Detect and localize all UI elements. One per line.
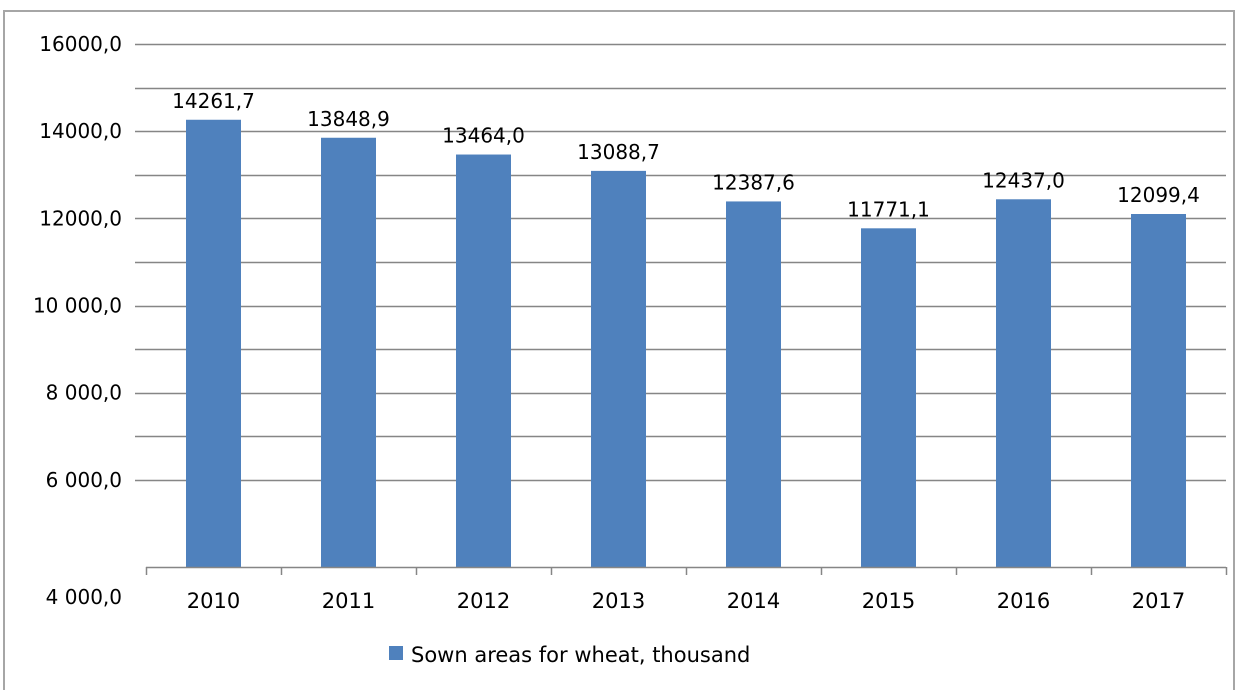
data-labels: 14261,7 13848,9 13464,0 13088,7 12387,6 11771… [172,89,1200,222]
bar-2014 [726,201,781,567]
x-tick-label: 2013 [592,589,645,613]
data-label: 11771,1 [847,197,930,221]
x-tick-label: 2011 [322,589,375,613]
legend-swatch [389,646,403,660]
data-label: 13088,7 [577,140,660,164]
bar-2011 [321,137,376,567]
gridlines [135,43,1226,482]
y-tick-label: 12000,0 [39,206,122,230]
x-axis-tick-labels: 2010 2011 2012 2013 2014 2015 2016 2017 [187,589,1185,613]
x-tick-label: 2017 [1132,589,1185,613]
x-axis [145,566,1228,575]
data-label: 12099,4 [1117,183,1200,207]
x-tick-label: 2010 [187,589,240,613]
y-axis-tick-labels: 16000,0 14000,0 12000,0 10 000,0 8 000,0 6 00… [33,32,122,609]
x-tick-label: 2012 [457,589,510,613]
bar-2015 [861,228,916,567]
y-tick-label: 6 000,0 [46,468,122,492]
bar-2012 [456,154,511,567]
chart-frame [3,10,1235,690]
y-tick-label: 4 000,0 [46,585,122,609]
y-tick-label: 14000,0 [39,119,122,143]
legend: Sown areas for wheat, thousand [389,643,750,667]
x-tick-label: 2015 [862,589,915,613]
data-label: 12437,0 [982,168,1065,192]
bars [186,119,1186,567]
data-label: 13848,9 [307,107,390,131]
y-tick-label: 10 000,0 [33,294,122,318]
bar-2010 [186,119,241,567]
x-tick-label: 2014 [727,589,780,613]
bar-2016 [996,199,1051,567]
y-tick-label: 16000,0 [39,32,122,56]
data-label: 12387,6 [712,170,795,194]
legend-label: Sown areas for wheat, thousand [411,643,750,667]
data-label: 14261,7 [172,89,255,113]
data-label: 13464,0 [442,124,525,148]
y-tick-label: 8 000,0 [46,381,122,405]
bar-2013 [591,170,646,567]
bar-2017 [1131,214,1186,567]
x-tick-label: 2016 [997,589,1050,613]
